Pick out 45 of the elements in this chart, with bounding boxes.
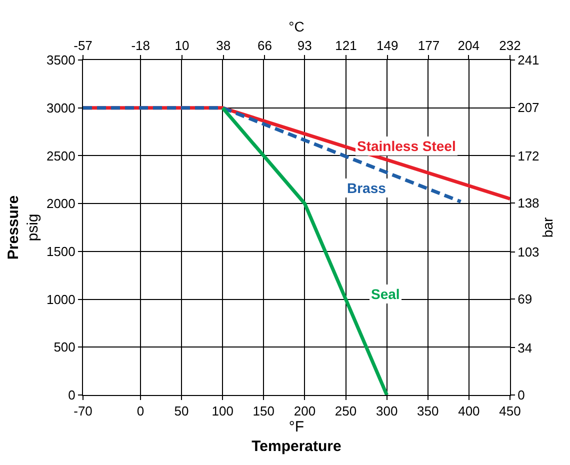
y2-tick-label: 69 (518, 292, 532, 307)
y2-tick-label: 172 (518, 148, 540, 164)
y2-tick-label: 0 (518, 388, 525, 403)
x-tick-label: 0 (136, 404, 144, 419)
x2-tick-label: 149 (376, 38, 398, 53)
y-tick-label: 3500 (46, 52, 76, 68)
y-tick-label: 2500 (46, 148, 76, 164)
y-tick-label: 3000 (46, 100, 76, 116)
x-tick-label: 200 (294, 404, 316, 419)
x-axis-title: °F Temperature (252, 418, 342, 456)
y-axis-title: Pressure psig (5, 195, 42, 260)
series-label: Stainless Steel (357, 138, 456, 154)
x2-tick-label: 10 (174, 38, 190, 53)
x-tick-label: 400 (458, 404, 480, 419)
y-tick-label: 0 (68, 388, 76, 403)
y-tick-label: 2000 (46, 196, 76, 212)
x-tick-label: 350 (417, 404, 439, 419)
x-tick-label: -70 (74, 404, 92, 419)
y2-tick-label: 241 (518, 52, 540, 68)
x2-tick-label: 177 (418, 38, 440, 53)
y-tick-label: 500 (54, 340, 76, 355)
y2-tick-label: 207 (518, 100, 540, 115)
series-label: Brass (347, 180, 386, 196)
x-tick-label: 150 (252, 404, 274, 419)
x2-tick-label: 66 (257, 38, 272, 53)
y-tick-label: 1500 (46, 244, 76, 259)
y2-tick-label: 138 (518, 196, 540, 211)
x2-axis-title: °C (288, 18, 304, 34)
x2-tick-label: 93 (297, 38, 312, 53)
x2-tick-label: 232 (499, 38, 521, 53)
x-tick-label: 250 (334, 404, 357, 419)
x2-tick-label: -57 (74, 38, 92, 53)
y2-tick-label: 34 (518, 340, 532, 356)
y2-tick-label: 103 (518, 244, 540, 260)
x2-tick-label: 204 (458, 38, 480, 53)
series-label: Seal (371, 286, 400, 302)
x-tick-label: 300 (376, 404, 398, 419)
y-tick-label: 1000 (46, 292, 76, 307)
x2-tick-label: -18 (131, 38, 150, 53)
x-tick-label: 50 (174, 404, 189, 419)
x-tick-label: 450 (499, 404, 521, 419)
x2-tick-label: 121 (335, 38, 357, 53)
x2-tick-label: 38 (216, 38, 231, 53)
y2-axis-title: bar (540, 217, 556, 238)
x-tick-label: 100 (212, 404, 234, 419)
